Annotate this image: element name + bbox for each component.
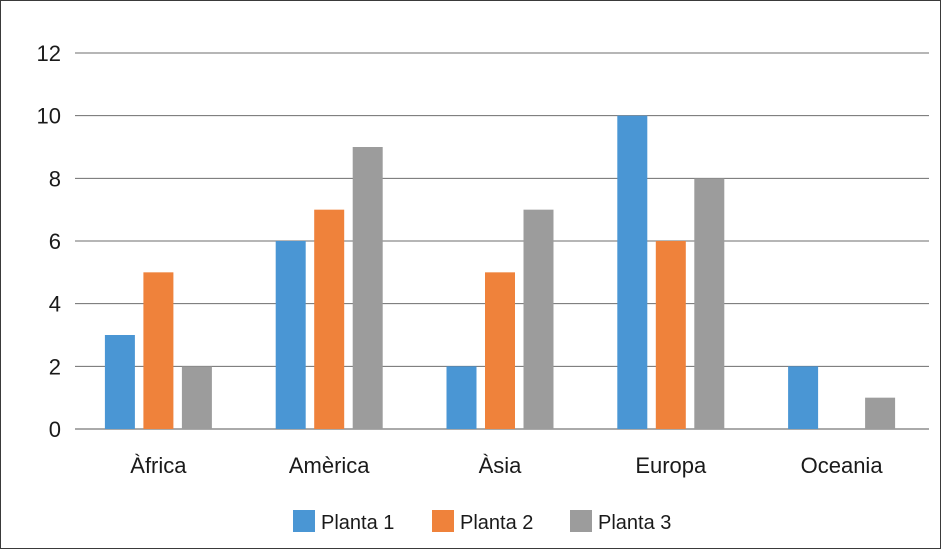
y-tick-label: 8 [49,166,61,191]
x-category-label: Amèrica [289,453,370,478]
x-category-label: Àsia [479,453,523,478]
y-tick-label: 0 [49,417,61,442]
legend: Planta 1 Planta 2 Planta 3 [293,510,671,534]
bar-planta-2 [314,209,345,429]
bar-planta-1 [275,241,306,429]
y-tick-label: 4 [49,292,61,317]
legend-swatch [432,510,454,532]
y-tick-label: 6 [49,229,61,254]
x-category-label: Àfrica [130,453,187,478]
y-axis-ticks: 0 2 4 6 8 10 12 [37,41,61,442]
bar-planta-2 [655,241,686,429]
legend-label: Planta 1 [321,512,394,534]
bar-planta-1 [788,366,819,429]
bar-planta-2 [485,272,515,429]
bar-planta-3 [352,147,383,429]
bar-planta-1 [617,115,648,430]
bars [104,115,896,430]
bar-planta-3 [694,178,725,429]
x-category-label: Oceania [801,453,884,478]
bar-planta-2 [143,272,174,429]
legend-label: Planta 2 [460,512,533,534]
bar-planta-1 [104,335,135,429]
legend-label: Planta 3 [598,512,671,534]
x-category-label: Europa [635,453,707,478]
legend-swatch [293,510,315,532]
bar-planta-1 [446,366,477,429]
y-tick-label: 10 [37,104,61,129]
x-axis-labels: Àfrica Amèrica Àsia Europa Oceania [130,453,883,478]
bar-planta-3 [523,209,554,429]
legend-swatch [570,510,592,532]
bar-planta-3 [865,397,896,429]
bar-planta-3 [181,366,212,429]
y-tick-label: 12 [37,41,61,66]
y-tick-label: 2 [49,354,61,379]
